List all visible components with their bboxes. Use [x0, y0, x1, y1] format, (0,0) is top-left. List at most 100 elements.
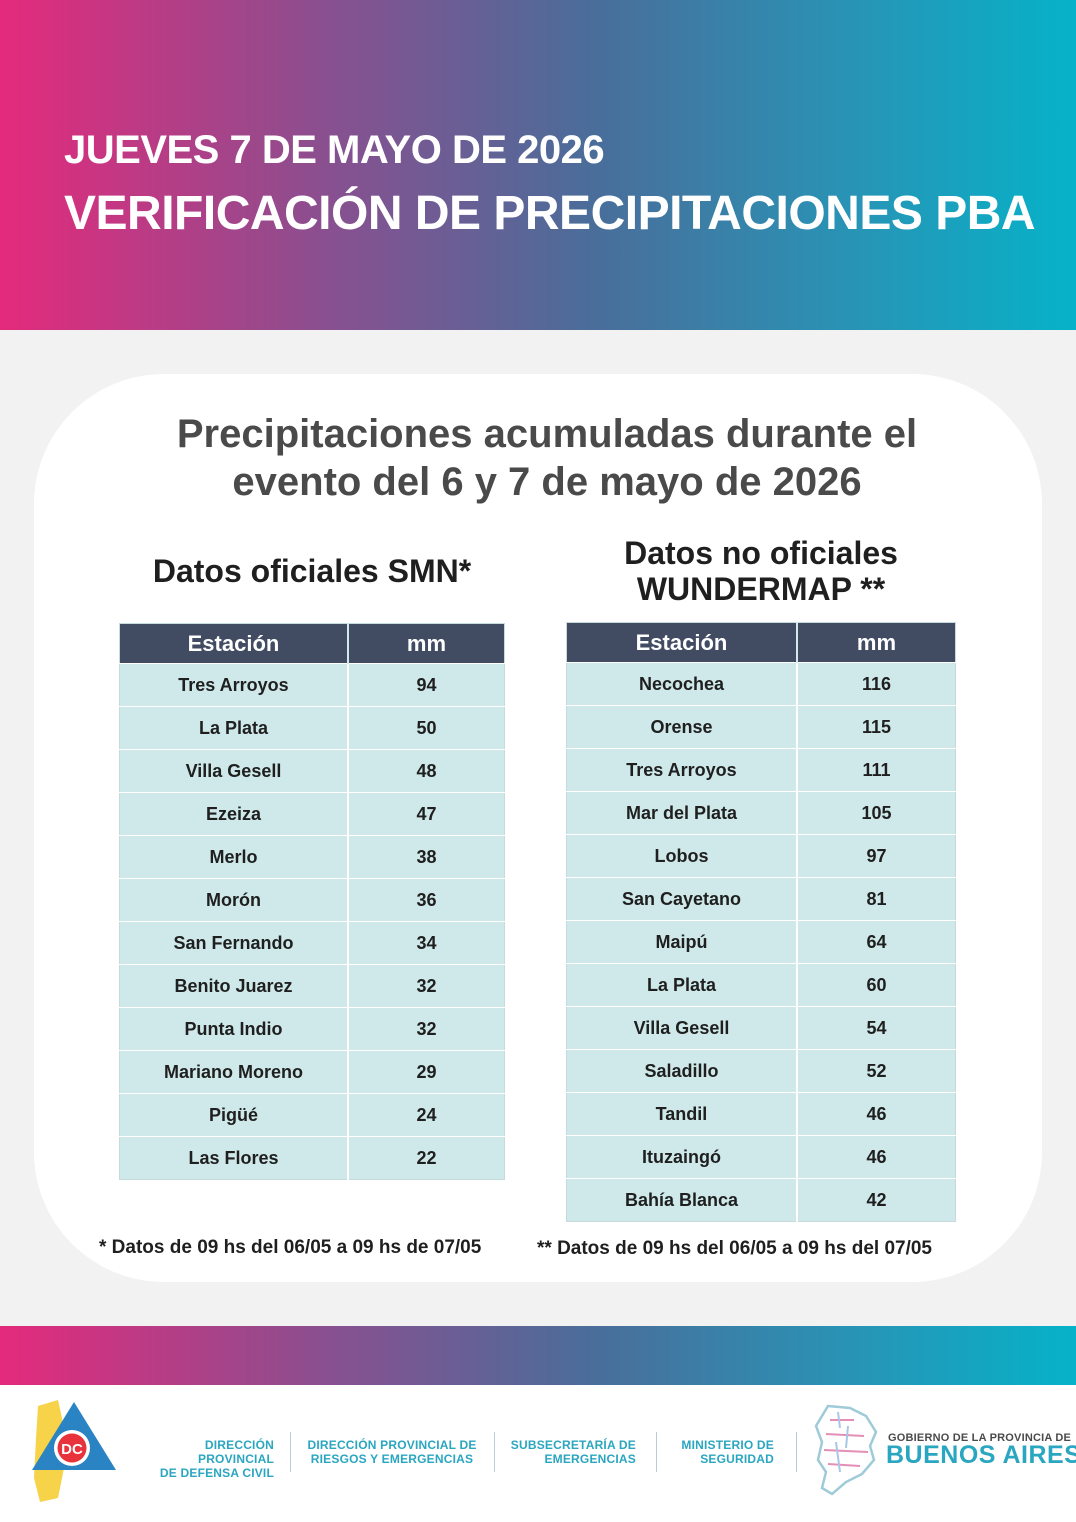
- station-cell: Mar del Plata: [566, 791, 798, 835]
- station-cell: Punta Indio: [119, 1007, 349, 1051]
- table-row: Maipú 64: [566, 920, 956, 964]
- table-row: Pigüé 24: [119, 1093, 505, 1137]
- buenos-aires-map-icon: [814, 1404, 878, 1496]
- table-row: Mar del Plata 105: [566, 791, 956, 835]
- smn-section-title: Datos oficiales SMN*: [152, 553, 472, 589]
- mm-cell: 24: [347, 1093, 505, 1137]
- table-row: Bahía Blanca 42: [566, 1178, 956, 1222]
- station-cell: Bahía Blanca: [566, 1178, 798, 1222]
- station-cell: San Fernando: [119, 921, 349, 965]
- org-subsecretaria: SUBSECRETARÍA DE EMERGENCIAS: [508, 1438, 636, 1466]
- mm-cell: 46: [796, 1135, 956, 1179]
- station-cell: San Cayetano: [566, 877, 798, 921]
- station-cell: La Plata: [566, 963, 798, 1007]
- header-title: VERIFICACIÓN DE PRECIPITACIONES PBA: [64, 187, 1036, 240]
- mm-cell: 48: [347, 749, 505, 793]
- mm-cell: 111: [796, 748, 956, 792]
- wundermap-table-body: Necochea 116 Orense 115 Tres Arroyos 111 Mar d…: [566, 662, 956, 1222]
- footer-divider: [494, 1432, 495, 1472]
- table-row: Morón 36: [119, 878, 505, 922]
- wundermap-footnote: ** Datos de 09 hs del 06/05 a 09 hs del …: [537, 1238, 932, 1259]
- org-riesgos-line1: DIRECCIÓN PROVINCIAL DE: [307, 1438, 477, 1452]
- station-cell: Necochea: [566, 662, 798, 706]
- mm-cell: 38: [347, 835, 505, 879]
- table-row: Orense 115: [566, 705, 956, 749]
- footer: [0, 1385, 1076, 1522]
- station-cell: Maipú: [566, 920, 798, 964]
- org-defensa-civil-line1: DIRECCIÓN PROVINCIAL: [197, 1438, 274, 1466]
- footer-divider: [290, 1432, 291, 1472]
- mm-cell: 42: [796, 1178, 956, 1222]
- mm-cell: 32: [347, 964, 505, 1008]
- smn-table-body: Tres Arroyos 94 La Plata 50 Villa Gesell 48 Ez…: [119, 663, 505, 1180]
- smn-table: Estación mm Tres Arroyos 94 La Plata 50 Vill…: [119, 623, 505, 1180]
- table-row: Villa Gesell 48: [119, 749, 505, 793]
- table-row: Tres Arroyos 111: [566, 748, 956, 792]
- station-cell: Villa Gesell: [566, 1006, 798, 1050]
- station-cell: Merlo: [119, 835, 349, 879]
- mm-cell: 60: [796, 963, 956, 1007]
- table-header-row: Estación mm: [566, 622, 956, 663]
- footer-gradient-band: [0, 1326, 1076, 1385]
- table-row: Tres Arroyos 94: [119, 663, 505, 707]
- station-cell: Villa Gesell: [119, 749, 349, 793]
- station-cell: Lobos: [566, 834, 798, 878]
- defensa-civil-logo: DC: [32, 1400, 116, 1502]
- table-row: Tandil 46: [566, 1092, 956, 1136]
- column-header-station: Estación: [119, 623, 349, 664]
- table-row: Benito Juarez 32: [119, 964, 505, 1008]
- column-header-mm: mm: [796, 622, 956, 663]
- mm-cell: 22: [347, 1136, 505, 1180]
- mm-cell: 54: [796, 1006, 956, 1050]
- station-cell: Ituzaingó: [566, 1135, 798, 1179]
- station-cell: Tres Arroyos: [119, 663, 349, 707]
- org-ministerio-line2: SEGURIDAD: [700, 1452, 774, 1466]
- gov-label-small: GOBIERNO DE LA PROVINCIA DE: [888, 1432, 1072, 1444]
- mm-cell: 105: [796, 791, 956, 835]
- station-cell: Tres Arroyos: [566, 748, 798, 792]
- wundermap-table: Estación mm Necochea 116 Orense 115 Tres Arr…: [566, 622, 956, 1222]
- mm-cell: 32: [347, 1007, 505, 1051]
- table-row: Punta Indio 32: [119, 1007, 505, 1051]
- station-cell: Las Flores: [119, 1136, 349, 1180]
- table-row: San Cayetano 81: [566, 877, 956, 921]
- table-row: San Fernando 34: [119, 921, 505, 965]
- station-cell: Orense: [566, 705, 798, 749]
- org-ministerio-line1: MINISTERIO DE: [681, 1438, 774, 1452]
- station-cell: Ezeiza: [119, 792, 349, 836]
- mm-cell: 34: [347, 921, 505, 965]
- table-row: Merlo 38: [119, 835, 505, 879]
- station-cell: Saladillo: [566, 1049, 798, 1093]
- station-cell: Tandil: [566, 1092, 798, 1136]
- footer-divider: [656, 1432, 657, 1472]
- table-row: Mariano Moreno 29: [119, 1050, 505, 1094]
- mm-cell: 52: [796, 1049, 956, 1093]
- table-row: Villa Gesell 54: [566, 1006, 956, 1050]
- wundermap-section-title: Datos no oficiales WUNDERMAP **: [566, 535, 956, 607]
- mm-cell: 115: [796, 705, 956, 749]
- column-header-mm: mm: [347, 623, 505, 664]
- card-title: Precipitaciones acumuladas durante el ev…: [0, 410, 1076, 506]
- table-row: La Plata 50: [119, 706, 505, 750]
- header-date: JUEVES 7 DE MAYO DE 2026: [64, 128, 605, 172]
- station-cell: Morón: [119, 878, 349, 922]
- table-row: La Plata 60: [566, 963, 956, 1007]
- table-header-row: Estación mm: [119, 623, 505, 664]
- dc-logo-text: DC: [61, 1441, 83, 1458]
- org-subsecretaria-line1: SUBSECRETARÍA DE: [510, 1438, 636, 1452]
- org-riesgos-line2: RIESGOS Y EMERGENCIAS: [310, 1452, 474, 1466]
- table-row: Ituzaingó 46: [566, 1135, 956, 1179]
- card-title-line1: Precipitaciones acumuladas durante el: [176, 412, 918, 456]
- mm-cell: 81: [796, 877, 956, 921]
- station-cell: La Plata: [119, 706, 349, 750]
- smn-footnote: * Datos de 09 hs del 06/05 a 09 hs de 07…: [99, 1237, 482, 1258]
- table-row: Necochea 116: [566, 662, 956, 706]
- station-cell: Mariano Moreno: [119, 1050, 349, 1094]
- station-cell: Benito Juarez: [119, 964, 349, 1008]
- org-subsecretaria-line2: EMERGENCIAS: [544, 1452, 636, 1466]
- column-header-station: Estación: [566, 622, 798, 663]
- gov-label-big: BUENOS AIRES: [886, 1441, 1076, 1469]
- mm-cell: 29: [347, 1050, 505, 1094]
- mm-cell: 50: [347, 706, 505, 750]
- wundermap-title-line1: Datos no oficiales: [624, 535, 898, 571]
